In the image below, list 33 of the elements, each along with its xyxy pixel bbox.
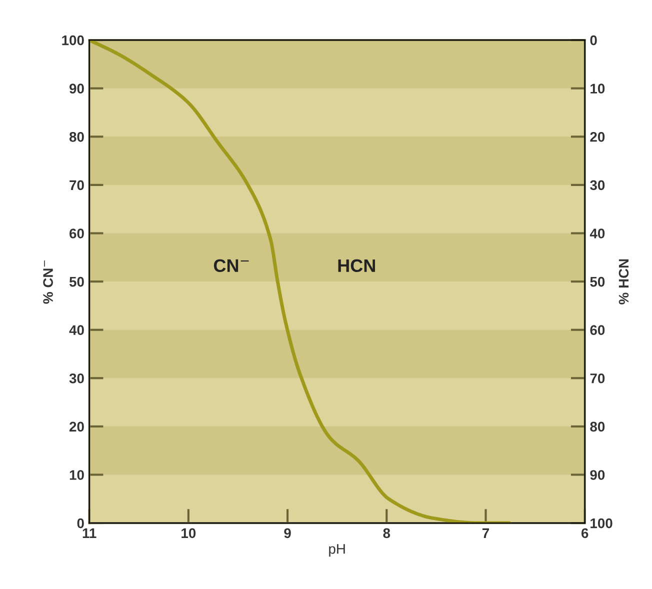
- y-tick-label: 40: [69, 325, 84, 336]
- x-tick-label: 9: [284, 528, 291, 538]
- y2-tick-label: 40: [590, 228, 605, 238]
- y-tick-label: 10: [70, 470, 84, 480]
- y-tick-label: 70: [70, 180, 84, 190]
- x-tick-label: 6: [581, 528, 588, 538]
- y-tick-label: 30: [69, 373, 84, 384]
- y-tick-label: 90: [70, 84, 84, 94]
- x-tick-label: 10: [182, 528, 196, 538]
- y2-tick-label: 60: [590, 325, 605, 336]
- y2-tick-label: 80: [590, 422, 605, 432]
- y2-tick-label: 90: [590, 470, 605, 480]
- x-tick-label: 8: [383, 528, 390, 538]
- x-tick-label: 11: [82, 528, 96, 538]
- x-tick-label: 7: [482, 528, 489, 538]
- y-tick-label: 100: [62, 35, 84, 46]
- y-tick-label: 50: [69, 276, 84, 287]
- y-tick-label: 80: [69, 132, 84, 142]
- y2-tick-label: 0: [590, 35, 597, 46]
- annotation: CN$^{−}$: [214, 259, 249, 272]
- y2-axis-title: % HCN: [618, 259, 629, 304]
- y-axis-title: % CN$^{−}$: [43, 260, 53, 304]
- annotation: HCN: [338, 259, 375, 272]
- y-tick-label: 0: [77, 518, 84, 528]
- y2-tick-label: 20: [590, 132, 605, 142]
- y2-tick-label: 30: [590, 180, 605, 190]
- y2-tick-label: 70: [590, 373, 605, 384]
- y-tick-label: 20: [70, 422, 84, 432]
- y-tick-label: 60: [70, 228, 84, 238]
- x-axis-title: pH: [329, 544, 345, 557]
- y2-tick-label: 100: [590, 518, 612, 528]
- y2-tick-label: 50: [590, 276, 605, 287]
- y2-tick-label: 10: [590, 84, 605, 94]
